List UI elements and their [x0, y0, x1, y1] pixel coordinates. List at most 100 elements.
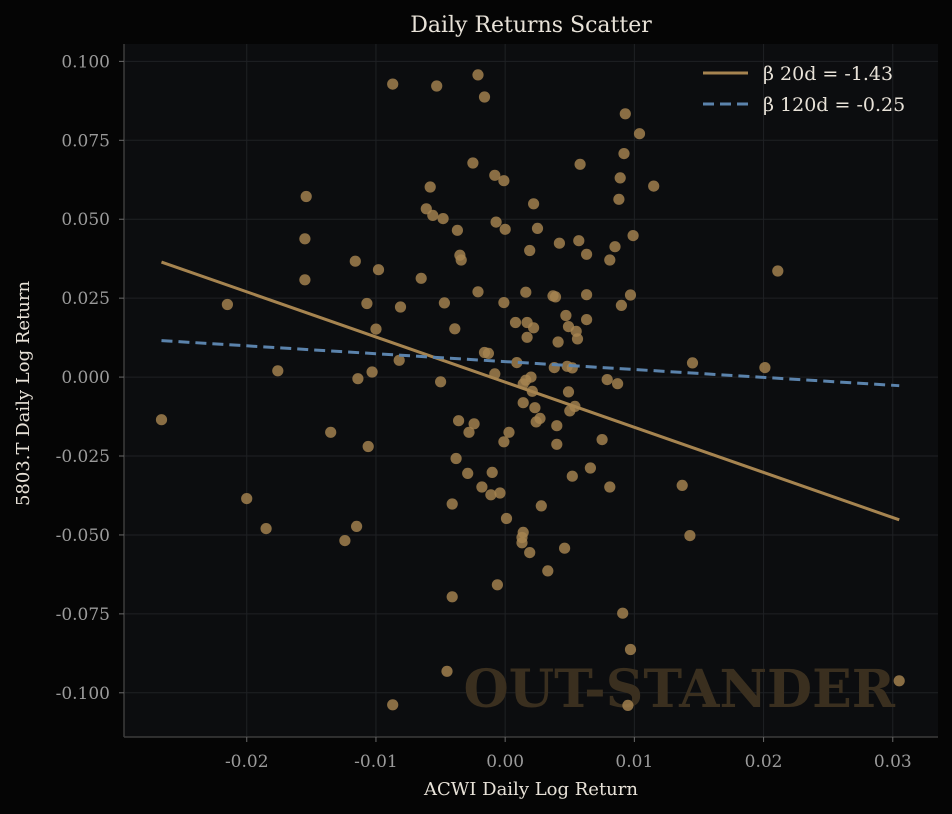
- scatter-point: [509, 316, 522, 329]
- scatter-point: [441, 665, 453, 677]
- scatter-point: [351, 520, 363, 533]
- scatter-point: [574, 158, 586, 170]
- scatter-point: [676, 479, 688, 491]
- scatter-point: [772, 265, 784, 277]
- y-tick-label: -0.100: [56, 684, 110, 704]
- scatter-point: [325, 426, 337, 438]
- scatter-point: [370, 323, 382, 335]
- x-axis-label: ACWI Daily Log Return: [423, 779, 638, 800]
- scatter-point: [241, 493, 253, 505]
- scatter-point: [339, 535, 351, 547]
- scatter-point: [619, 108, 631, 120]
- scatter-point: [260, 523, 272, 535]
- scatter-point: [468, 418, 480, 430]
- scatter-point: [584, 462, 597, 474]
- scatter-point: [517, 526, 529, 539]
- scatter-point: [553, 237, 566, 249]
- scatter-point: [684, 530, 696, 542]
- scatter-point: [573, 235, 585, 247]
- scatter-point: [498, 436, 510, 448]
- y-tick-label: -0.025: [56, 447, 110, 467]
- x-tick-label: 0.01: [615, 752, 653, 772]
- scatter-point: [627, 230, 639, 242]
- scatter-point: [490, 216, 502, 228]
- y-tick-label: 0.050: [61, 210, 110, 230]
- scatter-point: [759, 362, 771, 374]
- scatter-point: [437, 213, 449, 225]
- scatter-point: [431, 80, 443, 92]
- scatter-point: [427, 209, 439, 221]
- scatter-point: [624, 289, 637, 301]
- points-layer: [155, 69, 905, 712]
- x-tick-label: 0.03: [874, 752, 912, 772]
- scatter-point: [494, 487, 506, 499]
- scatter-point: [571, 333, 584, 345]
- scatter-point: [300, 190, 312, 203]
- scatter-point: [601, 374, 613, 386]
- scatter-point: [617, 607, 629, 619]
- scatter-point: [551, 420, 563, 432]
- scatter-point: [549, 291, 562, 303]
- scatter-point: [435, 376, 447, 388]
- scatter-point: [893, 675, 905, 687]
- scatter-point: [609, 241, 621, 253]
- scatter-point: [624, 643, 637, 656]
- scatter-point: [438, 297, 450, 309]
- scatter-point: [516, 537, 528, 549]
- scatter-point: [394, 301, 407, 313]
- scatter-point: [467, 157, 479, 169]
- scatter-point: [520, 286, 532, 298]
- scatter-point: [686, 357, 699, 369]
- scatter-point: [534, 412, 546, 424]
- scatter-point: [393, 354, 405, 366]
- scatter-point: [528, 198, 540, 210]
- scatter-point: [551, 438, 563, 450]
- scatter-point: [566, 470, 578, 482]
- scatter-point: [476, 481, 488, 493]
- scatter-point: [614, 172, 626, 184]
- scatter-point: [552, 336, 564, 348]
- scatter-point: [535, 500, 547, 512]
- scatter-point: [613, 193, 625, 205]
- legend: β 20d = -1.43 β 120d = -0.25: [703, 63, 905, 116]
- chart-title: Daily Returns Scatter: [410, 13, 652, 38]
- scatter-point: [221, 298, 233, 311]
- scatter-point: [521, 331, 533, 343]
- scatter-point: [349, 255, 361, 267]
- y-tick-label: 0.000: [61, 368, 110, 388]
- scatter-point: [424, 181, 436, 193]
- scatter-point: [633, 128, 646, 140]
- y-tick-label: 0.025: [61, 289, 110, 309]
- watermark: OUT-STANDER: [463, 659, 895, 720]
- scatter-point: [604, 254, 616, 266]
- scatter-point: [500, 512, 513, 525]
- scatter-point: [562, 386, 575, 398]
- scatter-point: [485, 489, 497, 501]
- scatter-point: [299, 274, 311, 286]
- scatter-point: [462, 467, 474, 479]
- scatter-point: [581, 248, 593, 260]
- scatter-point: [489, 169, 501, 181]
- scatter-point: [498, 297, 510, 309]
- scatter-point: [446, 591, 458, 603]
- scatter-point: [612, 378, 624, 390]
- scatter-point: [491, 579, 503, 591]
- scatter-point: [566, 362, 578, 374]
- x-tick-label: -0.02: [225, 752, 269, 772]
- tick-labels: -0.02 -0.01 0.00 0.01 0.02 0.03 0.100 0.075 0.05…: [56, 52, 912, 772]
- scatter-point: [528, 322, 540, 334]
- scatter-point: [524, 244, 536, 257]
- scatter-point: [463, 426, 475, 438]
- beta-20d-line: [160, 260, 900, 522]
- scatter-point: [524, 547, 536, 559]
- legend-label-beta-20d: β 20d = -1.43: [763, 63, 893, 85]
- scatter-point: [352, 373, 364, 385]
- axes: [123, 44, 938, 738]
- scatter-point: [581, 289, 593, 301]
- scatter-point: [615, 299, 628, 311]
- scatter-point: [272, 365, 284, 377]
- y-axis-label: 5803.T Daily Log Return: [13, 281, 34, 506]
- scatter-point: [299, 233, 311, 245]
